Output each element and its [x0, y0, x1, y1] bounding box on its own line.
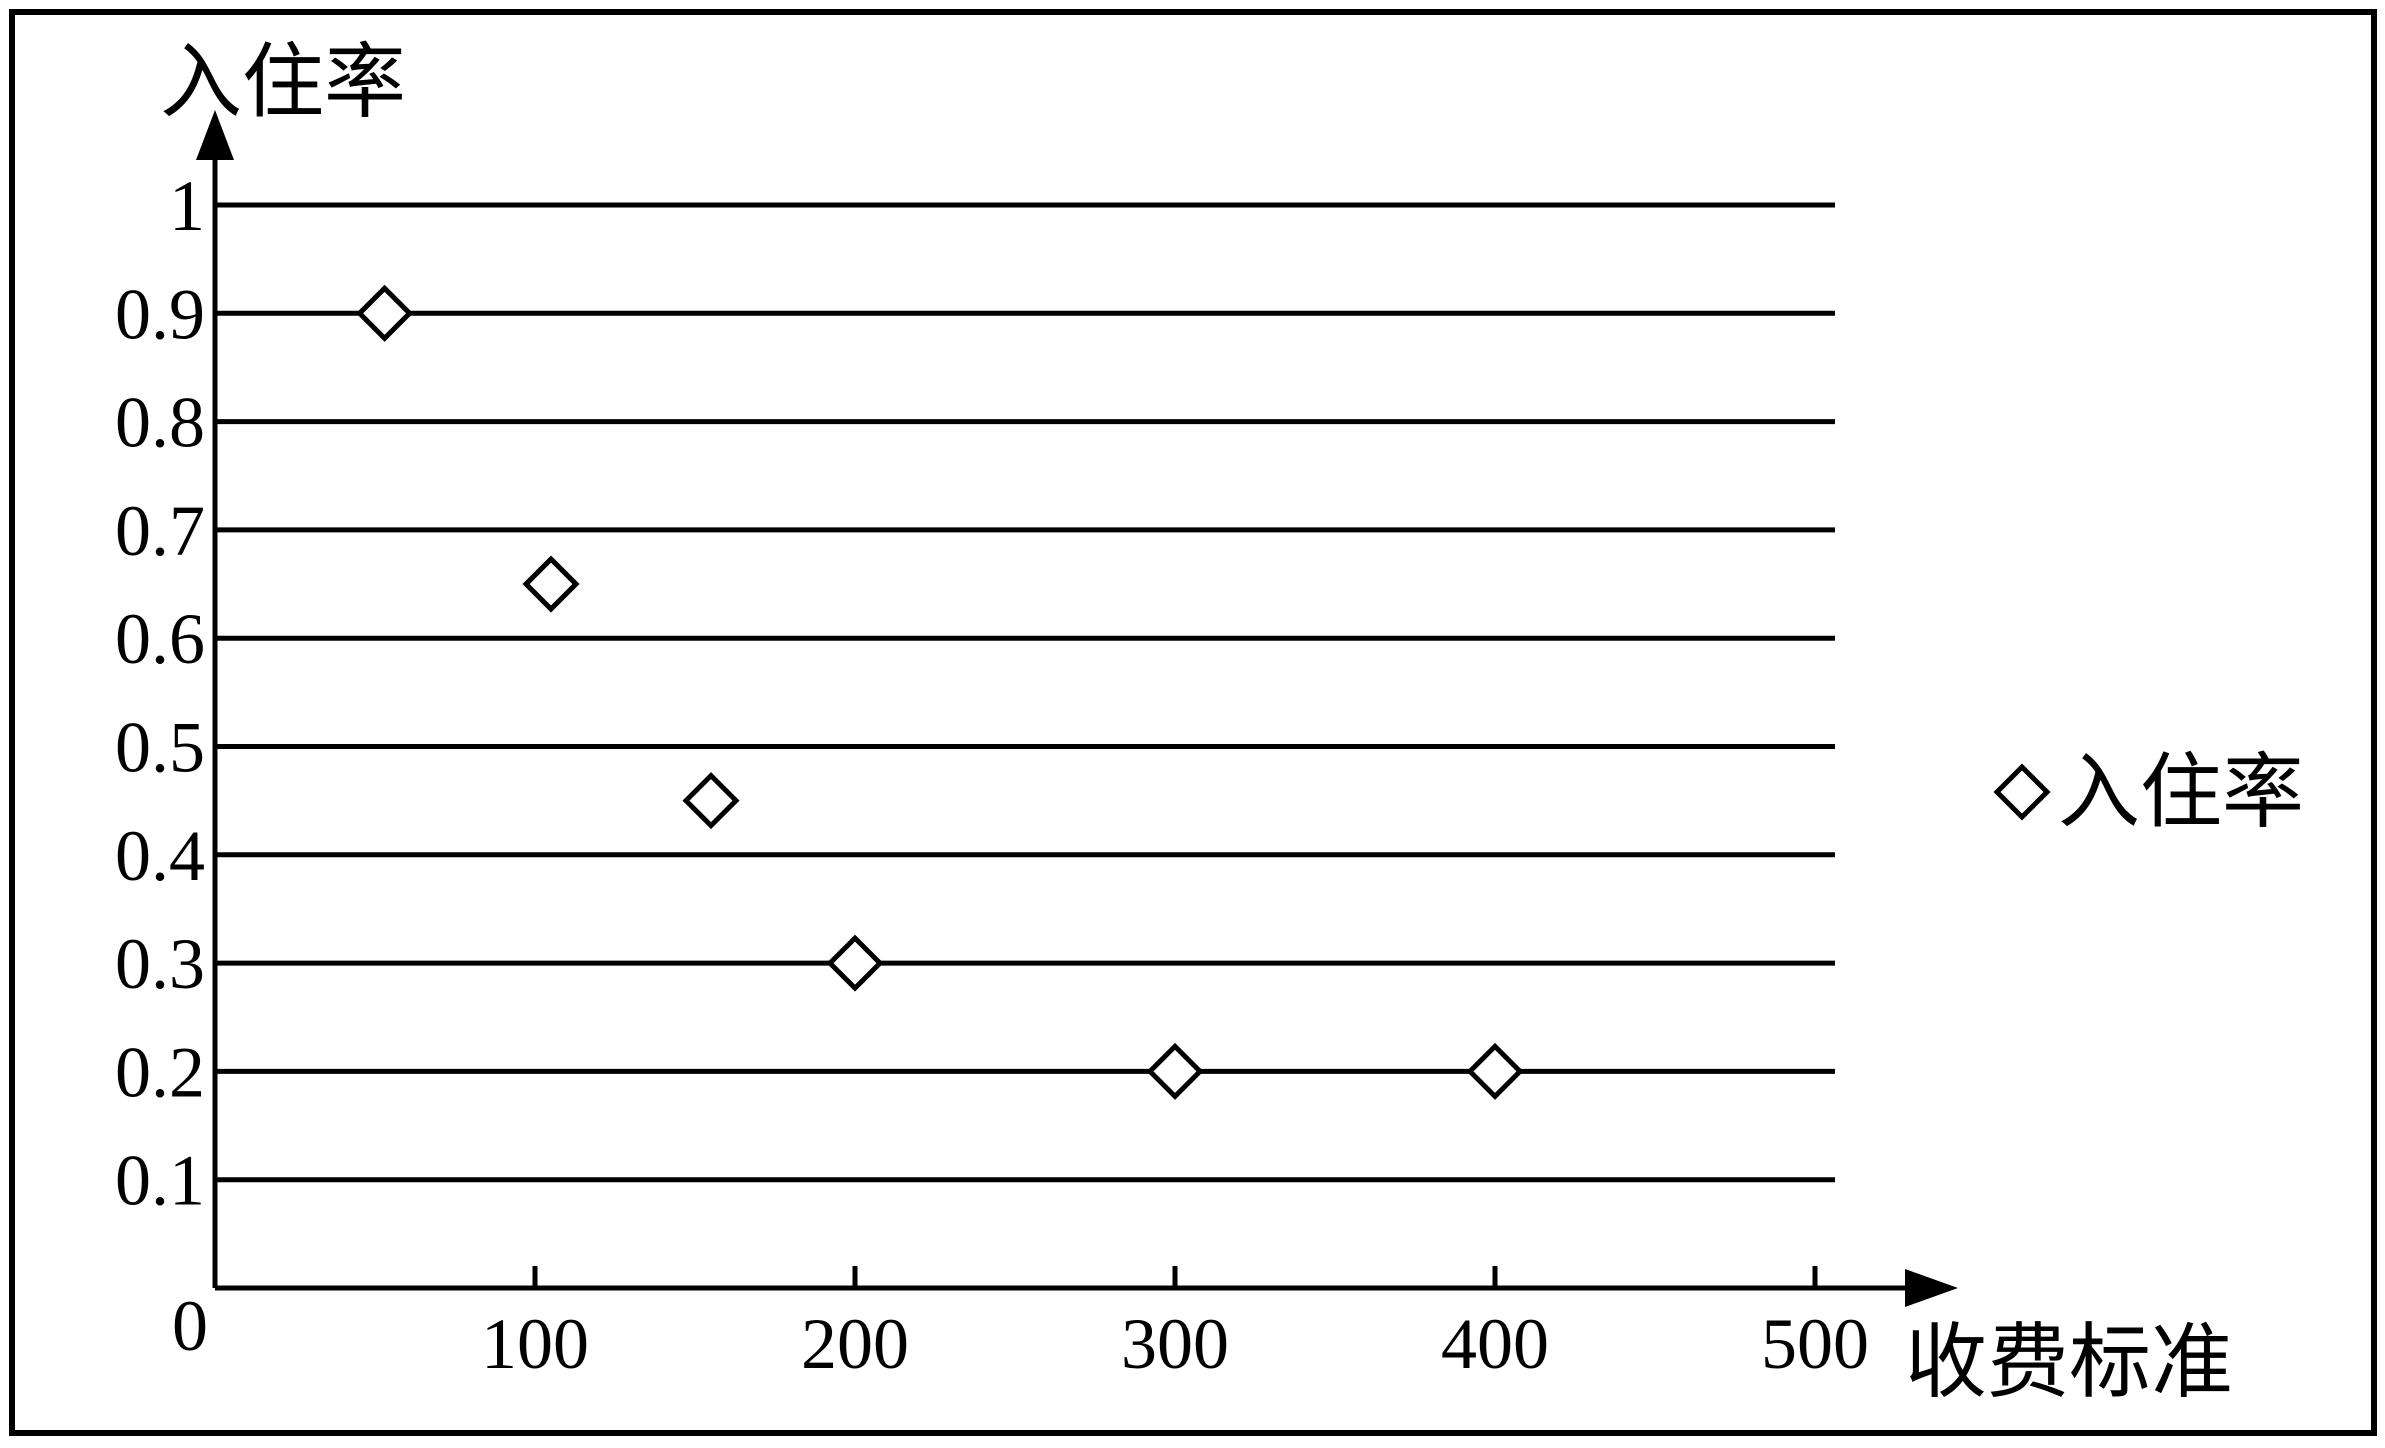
- y-axis-title: 入住率: [160, 37, 406, 128]
- x-tick-label: 400: [1441, 1304, 1549, 1384]
- data-point-2: [682, 772, 740, 830]
- x-axis-title: 收费标准: [1905, 1317, 2233, 1408]
- data-point-1: [522, 555, 580, 613]
- y-tick-label: 0.7: [115, 491, 205, 571]
- y-tick-label: 0.8: [115, 383, 205, 463]
- ticks: 0.1 0.2 0.3 0.4 0.5 0.6 0.7 0.8 0.9 1 100 200 300 400…: [115, 166, 1869, 1384]
- y-axis-arrow: [196, 110, 234, 160]
- legend: 入住率: [1993, 747, 2304, 838]
- x-tick-label: 300: [1121, 1304, 1229, 1384]
- data-point-0: [356, 284, 414, 342]
- y-tick-label: 0.5: [115, 708, 205, 788]
- y-tick-label: 1: [169, 166, 205, 246]
- chart-border: [9, 9, 2377, 1436]
- x-tick-label: 500: [1761, 1304, 1869, 1384]
- y-tick-label: 0.2: [115, 1032, 205, 1112]
- y-tick-label: 0.9: [115, 274, 205, 354]
- origin-label: 0: [172, 1286, 208, 1366]
- y-tick-label: 0.4: [115, 816, 205, 896]
- data-points: [356, 284, 1524, 1100]
- x-tick-label: 200: [801, 1304, 909, 1384]
- x-axis-arrow: [1905, 1269, 1958, 1307]
- y-tick-label: 0.1: [115, 1141, 205, 1221]
- data-point-3: [826, 934, 884, 992]
- data-point-4: [1146, 1042, 1204, 1100]
- legend-label: 入住率: [2058, 747, 2304, 838]
- y-tick-label: 0.6: [115, 599, 205, 679]
- data-point-5: [1466, 1042, 1524, 1100]
- legend-marker-diamond: [1993, 763, 2051, 821]
- axes: [196, 110, 1958, 1307]
- y-tick-label: 0.3: [115, 924, 205, 1004]
- gridlines: [215, 202, 1835, 1183]
- x-tick-label: 100: [481, 1304, 589, 1384]
